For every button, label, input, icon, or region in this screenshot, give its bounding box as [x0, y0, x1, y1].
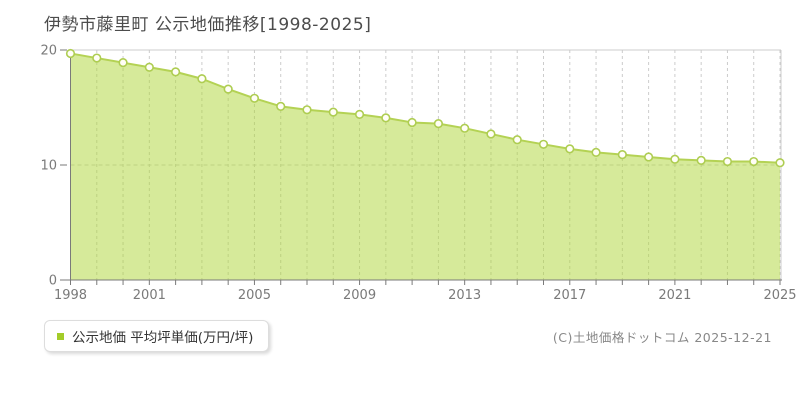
data-point-2000[interactable] [118, 58, 128, 68]
x-tick-label: 2017 [553, 288, 586, 303]
data-point-2002[interactable] [171, 67, 181, 77]
data-point-2016[interactable] [538, 139, 549, 149]
data-point-2020[interactable] [644, 152, 654, 162]
data-point-2003[interactable] [197, 74, 207, 84]
area-fill [70, 53, 780, 281]
data-points [65, 48, 785, 168]
y-tick-label: 20 [40, 44, 57, 59]
price-line [70, 52, 781, 164]
data-point-2007[interactable] [302, 105, 312, 115]
data-point-2005[interactable] [249, 93, 260, 103]
x-tick-label: 2021 [658, 288, 691, 303]
y-axis-ticks: 0 10 20 [40, 44, 67, 289]
legend-label: 公示地価 平均坪単価(万円/坪) [72, 330, 254, 346]
data-point-2012[interactable] [433, 118, 443, 129]
data-point-1999[interactable] [92, 53, 102, 63]
x-tick-label: 1998 [54, 288, 87, 303]
x-tick-label: 2001 [133, 288, 166, 303]
data-point-2009[interactable] [354, 109, 365, 119]
data-point-2015[interactable] [512, 135, 522, 145]
data-point-2017[interactable] [565, 144, 575, 154]
data-point-2025[interactable] [775, 158, 785, 168]
legend: 公示地価 平均坪単価(万円/坪) [44, 320, 270, 352]
data-point-2013[interactable] [460, 123, 470, 133]
copyright-text: (C)土地価格ドットコム 2025-12-21 [552, 330, 772, 345]
data-point-2021[interactable] [670, 154, 680, 164]
x-tick-label: 2013 [448, 288, 481, 303]
data-point-2008[interactable] [328, 107, 338, 117]
data-point-2018[interactable] [591, 147, 601, 157]
data-point-2010[interactable] [381, 113, 391, 123]
y-tick-label: 0 [49, 274, 57, 289]
data-point-2011[interactable] [407, 117, 417, 128]
chart-title: 伊勢市藤里町 公示地価推移[1998-2025] [44, 15, 372, 35]
land-price-trend-chart: 0 10 20 1998 2001 2005 2009 2013 2017 2021 2025 [40, 44, 797, 304]
data-point-2024[interactable] [749, 156, 759, 167]
data-point-2006[interactable] [276, 101, 286, 111]
data-point-1998[interactable] [65, 48, 76, 59]
data-point-2019[interactable] [617, 150, 627, 160]
data-point-2004[interactable] [223, 84, 233, 94]
data-point-2001[interactable] [144, 62, 154, 72]
x-tick-label: 2025 [763, 288, 796, 303]
y-tick-label: 10 [40, 159, 57, 174]
x-tick-label: 2005 [238, 288, 271, 303]
data-point-2014[interactable] [486, 129, 496, 139]
data-point-2022[interactable] [696, 155, 706, 165]
x-tick-label: 2009 [343, 288, 376, 303]
x-axis-ticks: 1998 2001 2005 2009 2013 2017 2021 2025 [54, 280, 797, 303]
legend-marker-icon [57, 332, 64, 340]
data-point-2023[interactable] [722, 156, 733, 167]
